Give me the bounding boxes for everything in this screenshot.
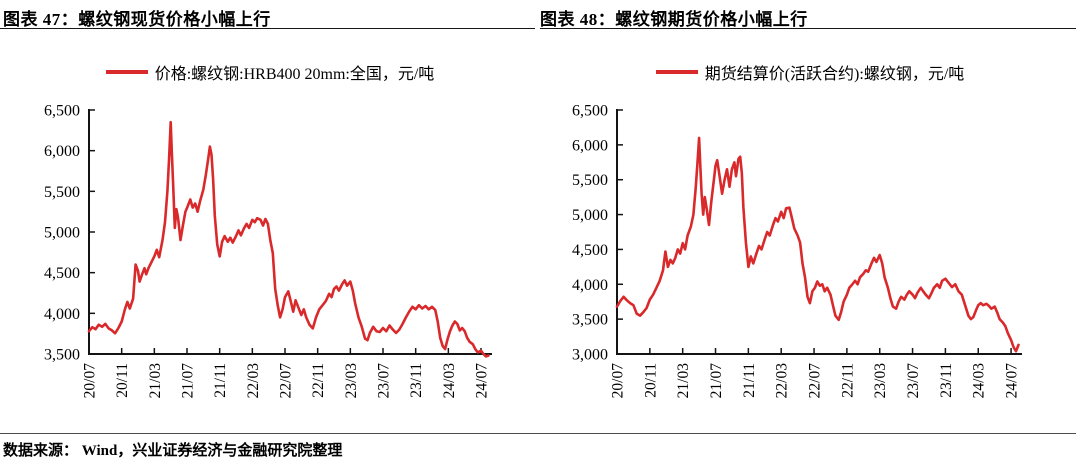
red-line-legend-icon — [105, 70, 148, 74]
svg-text:6,000: 6,000 — [572, 137, 608, 154]
red-line-legend-icon — [655, 70, 698, 74]
chart-48-plot: 6,500 6,000 5,500 5,000 4,500 4,000 3,500 3,000… — [572, 103, 1022, 399]
footer-rule — [0, 433, 1076, 434]
chart-47-plot: 6,500 6,000 5,500 5,000 4,500 4,000 3,50020/07… — [44, 103, 492, 399]
svg-text:4,500: 4,500 — [44, 265, 80, 282]
svg-text:3,000: 3,000 — [572, 347, 608, 364]
svg-text:5,000: 5,000 — [44, 225, 80, 242]
svg-text:4,000: 4,000 — [572, 277, 608, 294]
svg-text:21/03: 21/03 — [147, 363, 164, 399]
svg-text:23/11: 23/11 — [408, 363, 425, 398]
svg-text:22/11: 22/11 — [839, 363, 856, 398]
data-source-note: 数据来源： Wind，兴业证券经济与金融研究院整理 — [3, 439, 342, 460]
svg-text:4,500: 4,500 — [572, 242, 608, 259]
svg-text:6,000: 6,000 — [44, 143, 80, 160]
svg-text:21/11: 21/11 — [741, 363, 758, 398]
svg-text:20/11: 20/11 — [642, 363, 659, 398]
svg-text:22/07: 22/07 — [278, 363, 295, 399]
svg-text:22/03: 22/03 — [245, 363, 262, 399]
data-source-label: 数据来源： — [3, 443, 79, 459]
svg-text:22/03: 22/03 — [774, 363, 791, 399]
chart-48-legend: 期货结算价(活跃合约):螺纹钢，元/吨 — [540, 60, 1080, 84]
svg-text:6,500: 6,500 — [572, 103, 608, 120]
chart-48-legend-label: 期货结算价(活跃合约):螺纹钢，元/吨 — [704, 66, 965, 83]
svg-text:21/07: 21/07 — [180, 363, 197, 399]
chart-47-legend-label: 价格:螺纹钢:HRB400 20mm:全国，元/吨 — [154, 66, 435, 83]
right-title-rule — [540, 28, 1076, 29]
svg-text:24/03: 24/03 — [971, 363, 988, 399]
svg-text:24/03: 24/03 — [441, 363, 458, 399]
svg-text:6,500: 6,500 — [44, 103, 80, 120]
svg-text:22/11: 22/11 — [310, 363, 327, 398]
svg-text:20/11: 20/11 — [114, 363, 131, 398]
svg-text:21/11: 21/11 — [212, 363, 229, 398]
svg-text:24/07: 24/07 — [474, 363, 491, 399]
svg-text:5,000: 5,000 — [572, 207, 608, 224]
data-source-text: Wind，兴业证券经济与金融研究院整理 — [78, 443, 343, 459]
chart-48-title: 图表 48：螺纹钢期货价格小幅上行 — [540, 10, 808, 29]
svg-text:3,500: 3,500 — [572, 312, 608, 329]
svg-text:23/07: 23/07 — [376, 363, 393, 399]
svg-text:23/11: 23/11 — [938, 363, 955, 398]
svg-text:24/07: 24/07 — [1004, 363, 1021, 399]
svg-text:23/07: 23/07 — [905, 363, 922, 399]
svg-text:23/03: 23/03 — [343, 363, 360, 399]
svg-text:20/07: 20/07 — [610, 363, 627, 399]
svg-text:23/03: 23/03 — [872, 363, 889, 399]
left-title-rule — [0, 28, 535, 29]
svg-text:21/03: 21/03 — [675, 363, 692, 399]
svg-text:3,500: 3,500 — [44, 347, 80, 364]
svg-text:22/07: 22/07 — [807, 363, 824, 399]
svg-text:4,000: 4,000 — [44, 306, 80, 323]
svg-text:21/07: 21/07 — [708, 363, 725, 399]
svg-text:5,500: 5,500 — [572, 172, 608, 189]
svg-text:20/07: 20/07 — [82, 363, 99, 399]
chart-47-legend: 价格:螺纹钢:HRB400 20mm:全国，元/吨 — [0, 60, 540, 84]
chart-47-title: 图表 47：螺纹钢现货价格小幅上行 — [3, 10, 271, 29]
svg-text:5,500: 5,500 — [44, 184, 80, 201]
